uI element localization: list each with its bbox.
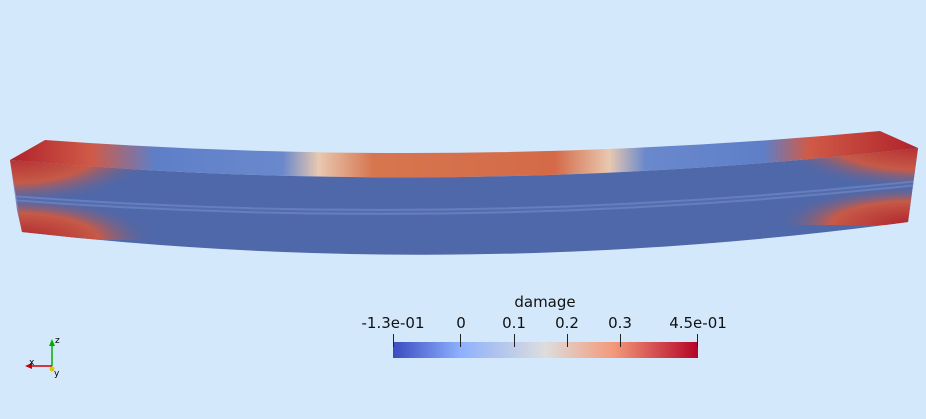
colorbar-label: 4.5e-01 [669, 314, 727, 332]
z-axis-arrow-icon [49, 339, 55, 346]
colorbar-label: 0 [456, 314, 466, 332]
colorbar-label: -1.3e-01 [361, 314, 425, 332]
colorbar-ticks [393, 334, 698, 347]
beam-top-face [10, 131, 918, 178]
orientation-axes [25, 339, 55, 372]
y-axis-dot-icon [49, 366, 55, 372]
y-axis-label: y [54, 369, 60, 379]
colorbar-label: 0.2 [555, 314, 579, 332]
x-axis-arrow-icon [25, 363, 32, 369]
x-axis-label: x [29, 358, 35, 368]
colorbar-label: 0.1 [502, 314, 526, 332]
colorbar-gradient [393, 342, 698, 358]
colorbar-label: 0.3 [608, 314, 632, 332]
z-axis-label: z [55, 336, 60, 346]
beam-right-end [908, 148, 918, 222]
beam-left-end [10, 160, 22, 232]
colorbar-title: damage [514, 293, 576, 311]
